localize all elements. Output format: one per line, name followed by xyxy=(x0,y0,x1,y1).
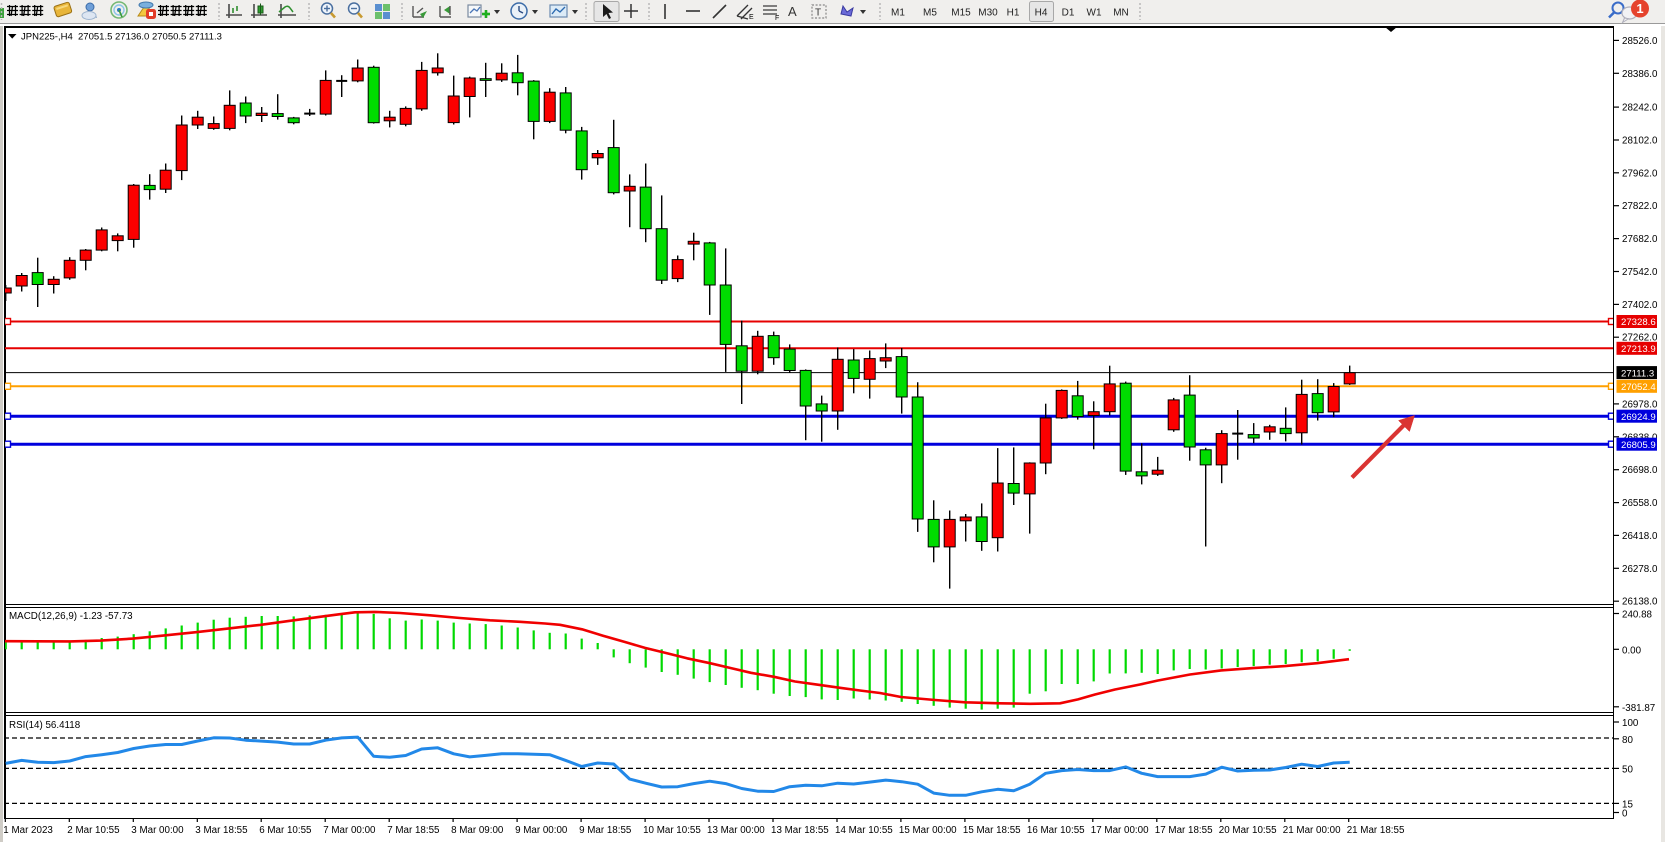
svg-text:MN: MN xyxy=(1113,8,1129,19)
svg-text:27962.0: 27962.0 xyxy=(1622,168,1658,179)
svg-text:240.88: 240.88 xyxy=(1622,610,1653,621)
svg-text:27111.3: 27111.3 xyxy=(1621,368,1654,379)
svg-text:8 Mar 09:00: 8 Mar 09:00 xyxy=(451,825,504,836)
svg-text:26138.0: 26138.0 xyxy=(1622,597,1658,608)
svg-text:MACD(12,26,9) -1.23 -57.73: MACD(12,26,9) -1.23 -57.73 xyxy=(9,611,133,622)
svg-text:26978.0: 26978.0 xyxy=(1622,399,1658,410)
svg-text:7 Mar 18:55: 7 Mar 18:55 xyxy=(387,825,440,836)
svg-text:27262.0: 27262.0 xyxy=(1622,333,1658,344)
svg-text:17 Mar 00:00: 17 Mar 00:00 xyxy=(1091,825,1149,836)
svg-text:80: 80 xyxy=(1622,735,1633,746)
svg-text:15: 15 xyxy=(1622,799,1633,810)
svg-text:M15: M15 xyxy=(951,8,971,19)
svg-text:3 Mar 18:55: 3 Mar 18:55 xyxy=(195,825,248,836)
svg-text:50: 50 xyxy=(1622,764,1633,775)
svg-text:15 Mar 00:00: 15 Mar 00:00 xyxy=(899,825,957,836)
svg-text:26418.0: 26418.0 xyxy=(1622,531,1658,542)
svg-text:9 Mar 18:55: 9 Mar 18:55 xyxy=(579,825,632,836)
svg-text:14 Mar 10:55: 14 Mar 10:55 xyxy=(835,825,893,836)
svg-text:0: 0 xyxy=(1622,809,1628,820)
svg-text:20 Mar 10:55: 20 Mar 10:55 xyxy=(1219,825,1277,836)
svg-text:28242.0: 28242.0 xyxy=(1622,103,1658,114)
svg-text:28386.0: 28386.0 xyxy=(1622,69,1658,80)
svg-text:1: 1 xyxy=(1636,1,1643,16)
svg-text:100: 100 xyxy=(1622,718,1639,729)
svg-text:26805.9: 26805.9 xyxy=(1621,440,1656,451)
svg-text:13 Mar 00:00: 13 Mar 00:00 xyxy=(707,825,765,836)
svg-text:E: E xyxy=(749,14,754,21)
svg-text:27213.9: 27213.9 xyxy=(1621,344,1656,355)
svg-text:21 Mar 00:00: 21 Mar 00:00 xyxy=(1283,825,1341,836)
svg-text:1 Mar 2023: 1 Mar 2023 xyxy=(3,825,53,836)
svg-text:26558.0: 26558.0 xyxy=(1622,498,1658,509)
svg-text:28526.0: 28526.0 xyxy=(1622,36,1658,47)
svg-text:27052.4: 27052.4 xyxy=(1621,382,1656,393)
svg-text:10 Mar 10:55: 10 Mar 10:55 xyxy=(643,825,701,836)
svg-text:M5: M5 xyxy=(923,8,937,19)
svg-text:13 Mar 18:55: 13 Mar 18:55 xyxy=(771,825,829,836)
svg-text:0.00: 0.00 xyxy=(1622,645,1642,656)
svg-text:7 Mar 00:00: 7 Mar 00:00 xyxy=(323,825,376,836)
svg-text:A: A xyxy=(788,4,797,19)
svg-text:27542.0: 27542.0 xyxy=(1622,267,1658,278)
svg-text:6 Mar 10:55: 6 Mar 10:55 xyxy=(259,825,312,836)
svg-text:2 Mar 10:55: 2 Mar 10:55 xyxy=(67,825,120,836)
svg-text:H1: H1 xyxy=(1007,8,1020,19)
svg-text:21 Mar 18:55: 21 Mar 18:55 xyxy=(1347,825,1405,836)
svg-text:27682.0: 27682.0 xyxy=(1622,234,1658,245)
svg-text:D1: D1 xyxy=(1062,8,1075,19)
svg-text:28102.0: 28102.0 xyxy=(1622,136,1658,147)
svg-text:W1: W1 xyxy=(1087,8,1102,19)
svg-text:JPN225-,H4 27051.5 27136.0 27: JPN225-,H4 27051.5 27136.0 27050.5 27111… xyxy=(21,32,222,43)
svg-text:3 Mar 00:00: 3 Mar 00:00 xyxy=(131,825,184,836)
svg-text:H4: H4 xyxy=(1035,8,1048,19)
svg-text:27402.0: 27402.0 xyxy=(1622,300,1658,311)
svg-text:9 Mar 00:00: 9 Mar 00:00 xyxy=(515,825,568,836)
svg-text:M1: M1 xyxy=(891,8,905,19)
svg-text:T: T xyxy=(815,8,821,19)
svg-text:F: F xyxy=(775,15,779,22)
svg-text:27822.0: 27822.0 xyxy=(1622,201,1658,212)
svg-text:27328.6: 27328.6 xyxy=(1621,317,1656,328)
svg-text:17 Mar 18:55: 17 Mar 18:55 xyxy=(1155,825,1213,836)
svg-text:26278.0: 26278.0 xyxy=(1622,564,1658,575)
svg-text:26924.9: 26924.9 xyxy=(1621,412,1656,423)
svg-text:-381.87: -381.87 xyxy=(1622,703,1655,714)
svg-text:16 Mar 10:55: 16 Mar 10:55 xyxy=(1027,825,1085,836)
svg-text:26698.0: 26698.0 xyxy=(1622,465,1658,476)
svg-text:RSI(14) 56.4118: RSI(14) 56.4118 xyxy=(9,720,81,731)
svg-text:15 Mar 18:55: 15 Mar 18:55 xyxy=(963,825,1021,836)
svg-text:M30: M30 xyxy=(978,8,998,19)
